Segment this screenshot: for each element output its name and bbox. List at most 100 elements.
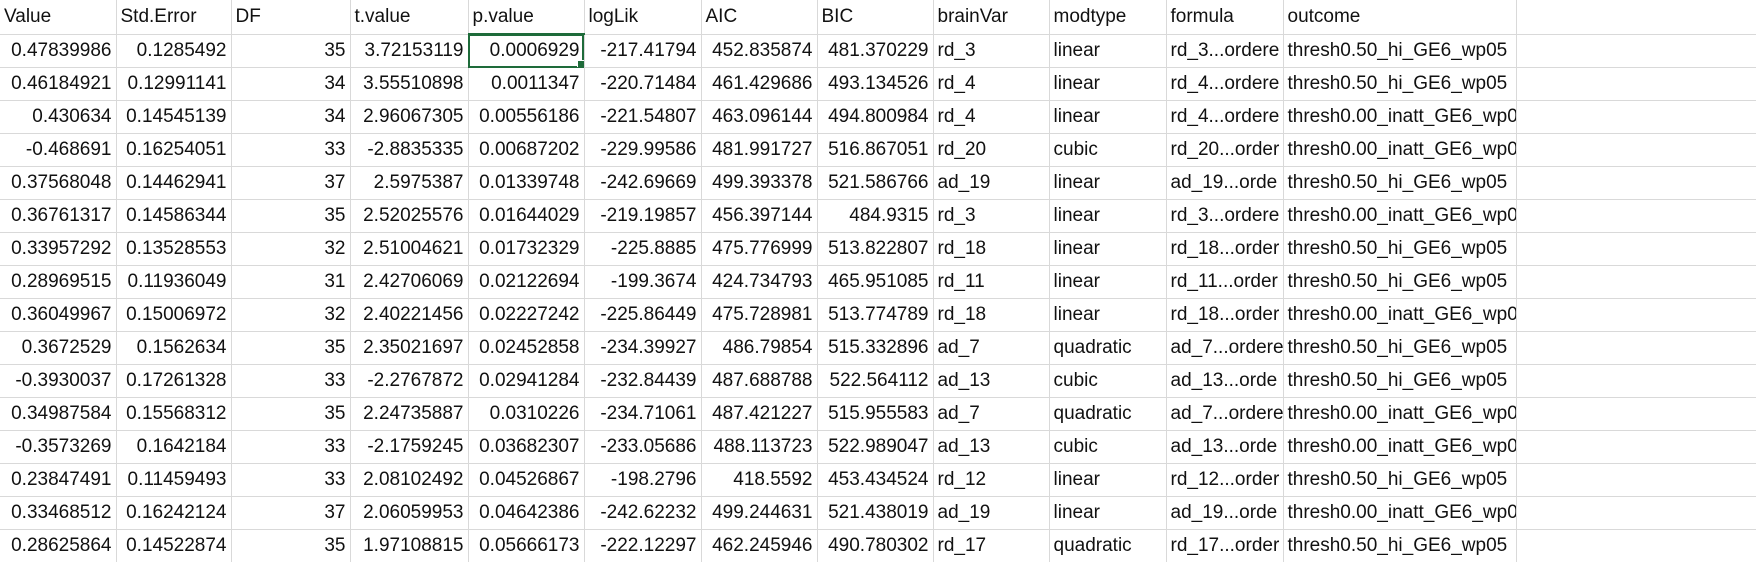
cell-formula[interactable]: rd_20...order [1166,133,1284,167]
cell-t-value[interactable]: 2.51004621 [350,232,469,266]
cell-t-value[interactable]: 2.5975387 [350,166,469,200]
cell-bic[interactable]: 484.9315 [817,199,934,233]
cell-bic[interactable]: 490.780302 [817,529,934,562]
column-header-brainvar[interactable]: brainVar [933,0,1050,35]
cell-brainvar[interactable]: rd_18 [933,232,1050,266]
cell-bic[interactable]: 515.332896 [817,331,934,365]
cell-aic[interactable]: 424.734793 [701,265,818,299]
cell-modtype[interactable]: quadratic [1049,331,1167,365]
cell-aic[interactable]: 463.096144 [701,100,818,134]
cell-blank[interactable] [1516,100,1756,134]
cell-blank[interactable] [1516,364,1756,398]
column-header-std-error[interactable]: Std.Error [116,0,232,35]
cell-blank[interactable] [1516,331,1756,365]
cell-loglik[interactable]: -217.41794 [584,34,702,68]
cell-formula[interactable]: ad_19...orde [1166,166,1284,200]
cell-outcome[interactable]: thresh0.50_hi_GE6_wp05 [1283,166,1517,200]
cell-brainvar[interactable]: ad_19 [933,496,1050,530]
cell-bic[interactable]: 513.822807 [817,232,934,266]
cell-aic[interactable]: 487.421227 [701,397,818,431]
cell-formula[interactable]: rd_3...ordere [1166,199,1284,233]
cell-std-error[interactable]: 0.14545139 [116,100,232,134]
cell-blank[interactable] [1516,496,1756,530]
cell-t-value[interactable]: 2.35021697 [350,331,469,365]
cell-aic[interactable]: 475.728981 [701,298,818,332]
cell-p-value[interactable]: 0.04642386 [468,496,585,530]
cell-blank[interactable] [1516,199,1756,233]
cell-blank[interactable] [1516,430,1756,464]
cell-bic[interactable]: 493.134526 [817,67,934,101]
cell-t-value[interactable]: 2.24735887 [350,397,469,431]
cell-aic[interactable]: 456.397144 [701,199,818,233]
cell-p-value[interactable]: 0.03682307 [468,430,585,464]
cell-brainvar[interactable]: ad_13 [933,364,1050,398]
cell-blank[interactable] [1516,232,1756,266]
cell-aic[interactable]: 461.429686 [701,67,818,101]
cell-value[interactable]: -0.3930037 [0,364,117,398]
cell-brainvar[interactable]: ad_7 [933,397,1050,431]
cell-loglik[interactable]: -232.84439 [584,364,702,398]
cell-aic[interactable]: 481.991727 [701,133,818,167]
cell-value[interactable]: 0.33468512 [0,496,117,530]
cell-modtype[interactable]: linear [1049,232,1167,266]
cell-blank[interactable] [1516,397,1756,431]
cell-blank[interactable] [1516,133,1756,167]
cell-formula[interactable]: rd_3...ordere [1166,34,1284,68]
cell-std-error[interactable]: 0.1285492 [116,34,232,68]
cell-modtype[interactable]: cubic [1049,430,1167,464]
cell-t-value[interactable]: -2.8835335 [350,133,469,167]
cell-std-error[interactable]: 0.16254051 [116,133,232,167]
cell-std-error[interactable]: 0.15006972 [116,298,232,332]
cell-blank[interactable] [1516,298,1756,332]
cell-value[interactable]: 0.28625864 [0,529,117,562]
column-header-bic[interactable]: BIC [817,0,934,35]
column-header-t-value[interactable]: t.value [350,0,469,35]
cell-outcome[interactable]: thresh0.00_inatt_GE6_wp05 [1283,199,1517,233]
cell-brainvar[interactable]: rd_4 [933,67,1050,101]
cell-loglik[interactable]: -225.86449 [584,298,702,332]
cell-std-error[interactable]: 0.13528553 [116,232,232,266]
cell-p-value[interactable]: 0.0310226 [468,397,585,431]
cell-df[interactable]: 37 [231,166,351,200]
cell-outcome[interactable]: thresh0.00_inatt_GE6_wp05 [1283,430,1517,464]
cell-brainvar[interactable]: rd_18 [933,298,1050,332]
cell-aic[interactable]: 499.393378 [701,166,818,200]
cell-value[interactable]: 0.36049967 [0,298,117,332]
fill-handle[interactable] [576,60,583,67]
cell-loglik[interactable]: -233.05686 [584,430,702,464]
cell-outcome[interactable]: thresh0.00_inatt_GE6_wp05 [1283,133,1517,167]
cell-aic[interactable]: 462.245946 [701,529,818,562]
cell-brainvar[interactable]: rd_12 [933,463,1050,497]
cell-loglik[interactable]: -229.99586 [584,133,702,167]
cell-loglik[interactable]: -242.62232 [584,496,702,530]
cell-bic[interactable]: 515.955583 [817,397,934,431]
cell-std-error[interactable]: 0.17261328 [116,364,232,398]
cell-loglik[interactable]: -234.71061 [584,397,702,431]
cell-df[interactable]: 32 [231,298,351,332]
cell-blank[interactable] [1516,529,1756,562]
cell-bic[interactable]: 494.800984 [817,100,934,134]
cell-brainvar[interactable]: rd_11 [933,265,1050,299]
cell-df[interactable]: 33 [231,463,351,497]
cell-std-error[interactable]: 0.14462941 [116,166,232,200]
cell-blank[interactable] [1516,265,1756,299]
cell-bic[interactable]: 521.438019 [817,496,934,530]
cell-t-value[interactable]: 2.06059953 [350,496,469,530]
cell-bic[interactable]: 453.434524 [817,463,934,497]
cell-value[interactable]: 0.430634 [0,100,117,134]
cell-std-error[interactable]: 0.14522874 [116,529,232,562]
cell-outcome[interactable]: thresh0.50_hi_GE6_wp05 [1283,529,1517,562]
cell-modtype[interactable]: linear [1049,100,1167,134]
cell-outcome[interactable]: thresh0.50_hi_GE6_wp05 [1283,34,1517,68]
column-header-formula[interactable]: formula [1166,0,1284,35]
cell-formula[interactable]: ad_7...ordere [1166,331,1284,365]
cell-blank[interactable] [1516,34,1756,68]
cell-p-value[interactable]: 0.00556186 [468,100,585,134]
cell-formula[interactable]: ad_7...ordere [1166,397,1284,431]
cell-modtype[interactable]: linear [1049,298,1167,332]
column-header-modtype[interactable]: modtype [1049,0,1167,35]
column-header-blank[interactable] [1516,0,1756,35]
cell-loglik[interactable]: -242.69669 [584,166,702,200]
cell-aic[interactable]: 452.835874 [701,34,818,68]
cell-value[interactable]: 0.34987584 [0,397,117,431]
